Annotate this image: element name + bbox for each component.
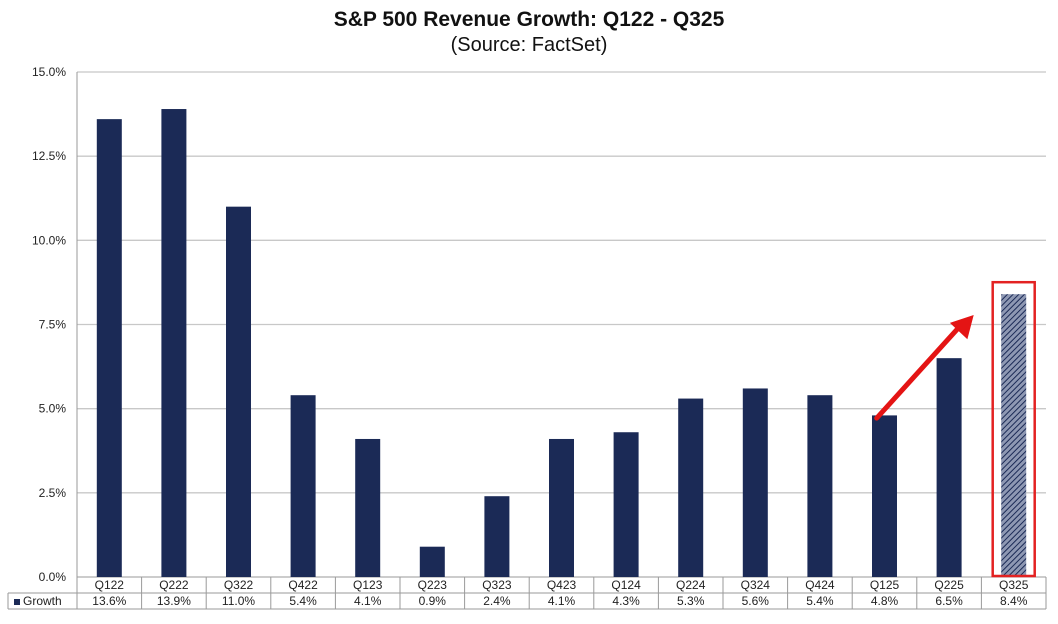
data-label: 13.6% [92,594,126,608]
data-label: 5.4% [289,594,317,608]
chart-title: S&P 500 Revenue Growth: Q122 - Q325 [333,8,725,31]
x-tick-label: Q124 [611,578,641,592]
y-tick-label: 15.0% [32,65,66,79]
bar [484,496,510,577]
legend-swatch [14,599,20,605]
bar [678,398,704,577]
bar [226,206,251,577]
data-label: 4.3% [612,594,640,608]
x-tick-label: Q122 [95,578,125,592]
y-tick-label: 12.5% [32,149,66,163]
bar [161,109,187,578]
bar [872,415,897,577]
highlight-arrow [874,319,967,421]
data-label: 5.3% [677,594,705,608]
y-tick-label: 7.5% [39,318,67,332]
data-label: 4.1% [548,594,576,608]
data-label: 5.4% [806,594,834,608]
data-label: 5.6% [742,594,770,608]
x-tick-label: Q123 [353,578,383,592]
x-tick-label: Q325 [999,578,1029,592]
x-tick-label: Q323 [482,578,512,592]
bar [936,358,962,577]
data-label: 0.9% [419,594,447,608]
y-tick-label: 2.5% [39,486,67,500]
y-tick-label: 10.0% [32,233,66,247]
bar [807,395,833,577]
x-tick-label: Q422 [288,578,318,592]
data-label: 2.4% [483,594,511,608]
legend-label: Growth [23,594,62,608]
x-tick-label: Q424 [805,578,835,592]
bar [355,438,381,577]
bar [290,395,316,577]
data-label: 4.1% [354,594,382,608]
x-tick-label: Q423 [547,578,577,592]
y-tick-label: 5.0% [39,402,67,416]
x-tick-label: Q324 [741,578,771,592]
data-label: 4.8% [871,594,899,608]
x-tick-label: Q225 [934,578,964,592]
bar [742,388,768,577]
highlight-arrowhead [949,315,974,340]
y-tick-label: 0.0% [39,570,67,584]
data-label: 13.9% [157,594,191,608]
bar [419,546,445,577]
data-label: 6.5% [935,594,963,608]
chart-subtitle: (Source: FactSet) [450,34,608,56]
bar [96,119,122,577]
x-tick-label: Q322 [224,578,254,592]
data-label: 11.0% [222,594,255,608]
x-tick-label: Q224 [676,578,706,592]
x-tick-label: Q223 [418,578,448,592]
highlight-box [991,280,1036,578]
x-tick-label: Q125 [870,578,900,592]
data-label: 8.4% [1000,594,1028,608]
bar [549,438,574,577]
x-tick-label: Q222 [159,578,189,592]
bar [613,432,639,577]
bar [1001,294,1027,577]
